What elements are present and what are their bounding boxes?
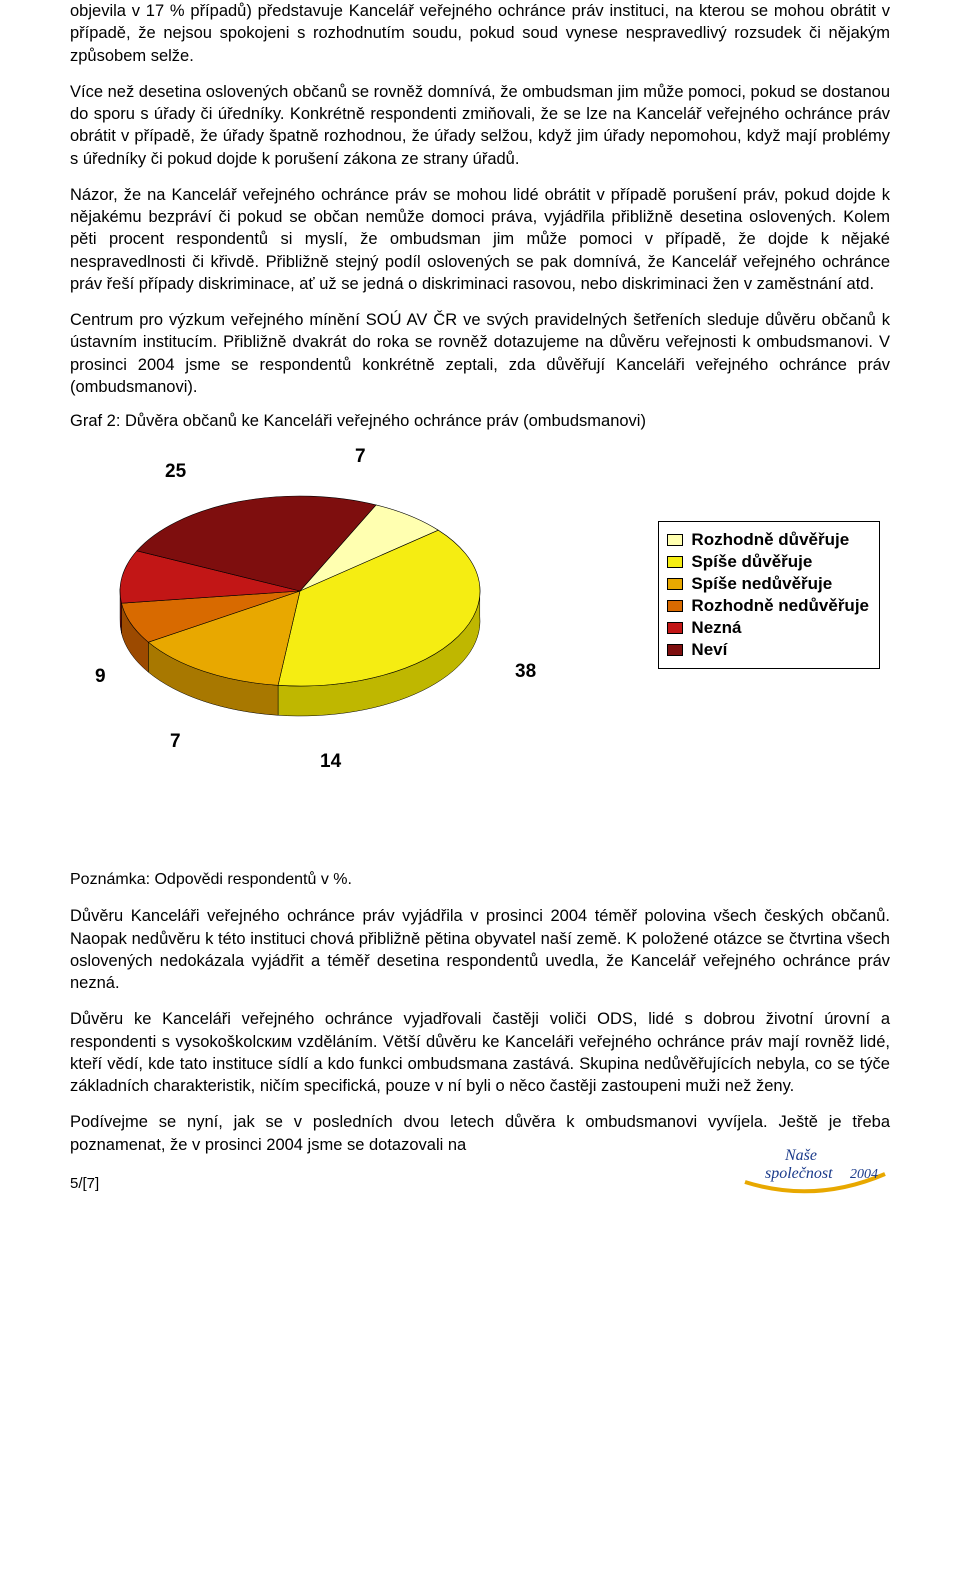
legend-item: Rozhodně nedůvěřuje [667, 596, 869, 616]
legend-swatch-icon [667, 578, 683, 590]
logo-svg: Naše společnost 2004 [730, 1142, 900, 1202]
paragraph-6: Důvěru ke Kanceláři veřejného ochránce v… [70, 1008, 890, 1097]
legend-label: Rozhodně důvěřuje [691, 530, 849, 550]
chart-title: Graf 2: Důvěra občanů ke Kanceláři veřej… [70, 412, 890, 431]
paragraph-5: Důvěru Kanceláři veřejného ochránce práv… [70, 905, 890, 994]
legend-label: Rozhodně nedůvěřuje [691, 596, 869, 616]
pie-value-label: 38 [515, 661, 536, 683]
legend-swatch-icon [667, 622, 683, 634]
legend-swatch-icon [667, 534, 683, 546]
pie-value-label: 14 [320, 751, 341, 773]
legend-label: Nezná [691, 618, 741, 638]
pie-svg [110, 471, 490, 751]
pie-value-label: 7 [355, 446, 366, 468]
logo-text-top: Naše [784, 1147, 817, 1164]
paragraph-1: objevila v 17 % případů) představuje Kan… [70, 0, 890, 67]
legend-item: Nezná [667, 618, 869, 638]
pie-value-label: 9 [95, 666, 106, 688]
legend-label: Spíše důvěřuje [691, 552, 812, 572]
paragraph-2: Více než desetina oslovených občanů se r… [70, 81, 890, 170]
chart-footnote: Poznámka: Odpovědi respondentů v %. [70, 871, 890, 889]
page-number: 5/[7] [70, 1175, 99, 1192]
paragraph-4: Centrum pro výzkum veřejného mínění SOÚ … [70, 309, 890, 398]
legend-swatch-icon [667, 600, 683, 612]
paragraph-3: Názor, že na Kancelář veřejného ochránce… [70, 184, 890, 295]
legend-item: Spíše nedůvěřuje [667, 574, 869, 594]
logo-text-year: 2004 [850, 1167, 878, 1182]
logo-text-mid: společnost [765, 1165, 833, 1182]
pie-value-label: 7 [170, 731, 181, 753]
chart-legend: Rozhodně důvěřujeSpíše důvěřujeSpíše ned… [658, 521, 880, 669]
legend-label: Spíše nedůvěřuje [691, 574, 832, 594]
pie-container [110, 471, 490, 751]
document-page: objevila v 17 % případů) představuje Kan… [0, 0, 960, 1210]
legend-label: Neví [691, 640, 727, 660]
pie-chart: 7 38 14 7 9 25 Rozhodně důvěřujeSpíše důvěřuj… [70, 441, 890, 841]
legend-item: Rozhodně důvěřuje [667, 530, 869, 550]
footer-logo: Naše společnost 2004 [730, 1142, 900, 1202]
legend-item: Spíše důvěřuje [667, 552, 869, 572]
legend-swatch-icon [667, 644, 683, 656]
legend-swatch-icon [667, 556, 683, 568]
pie-value-label: 25 [165, 461, 186, 483]
legend-item: Neví [667, 640, 869, 660]
